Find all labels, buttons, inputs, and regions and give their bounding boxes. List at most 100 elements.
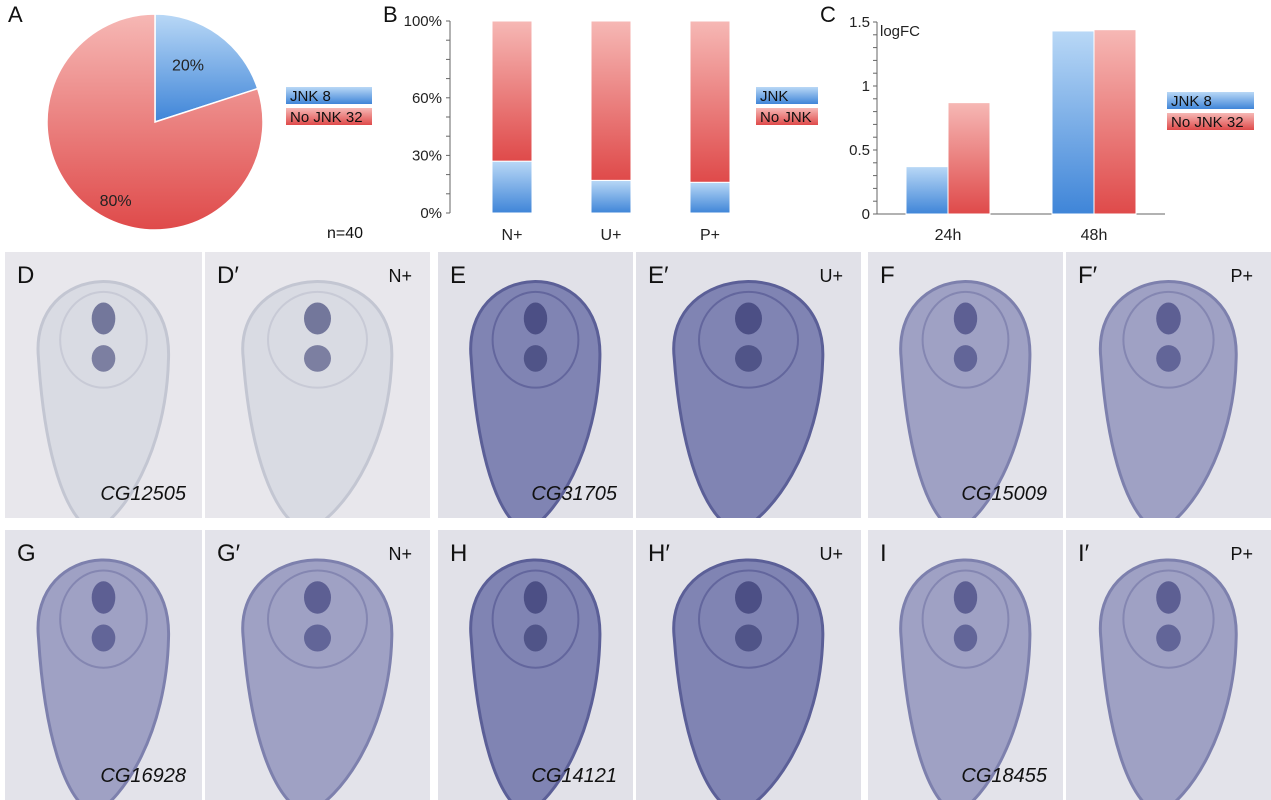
image-panel-letter: H <box>450 540 468 567</box>
grouped-bar-chart-c: logFC 0 0.5 1 1.5 24h 48h JNK 8 No JNK 3… <box>849 14 1254 244</box>
expression-spot <box>91 345 116 372</box>
legend-label-jnk-b: JNK <box>760 88 788 105</box>
expression-spot <box>953 302 978 335</box>
pie-slice-no-jnk <box>46 13 264 231</box>
y-tick-label-b: 100% <box>404 13 442 30</box>
expression-spot <box>304 581 331 614</box>
gene-name-label: CG18455 <box>961 765 1047 787</box>
wing-disc <box>469 558 602 800</box>
x-tick-label-b: N+ <box>502 227 523 244</box>
wing-pouch <box>267 569 368 669</box>
condition-label: P+ <box>1230 544 1253 564</box>
micrograph-panel: F′ P+ <box>1066 252 1271 518</box>
y-tick-label-b: 60% <box>412 90 442 107</box>
image-panel-letter: I <box>880 540 887 567</box>
expression-spot <box>1156 581 1181 614</box>
legend-swatch-jnk <box>286 87 372 104</box>
wing-disc <box>469 280 602 518</box>
expression-spot <box>735 345 762 372</box>
wing-pouch <box>491 290 580 389</box>
image-panel-letter: I′ <box>1078 540 1090 567</box>
expression-spot <box>91 581 116 614</box>
expression-spot <box>953 624 978 652</box>
panel-label-c: C <box>820 2 836 27</box>
x-tick-label-b: P+ <box>700 227 720 244</box>
wing-disc <box>241 280 394 518</box>
expression-spot <box>304 302 331 335</box>
legend-swatch-no-jnk-b <box>756 108 818 125</box>
panel-label-b: B <box>383 2 398 27</box>
wing-disc-image <box>868 530 1063 800</box>
expression-spot <box>91 624 116 652</box>
expression-spot <box>735 581 762 614</box>
bar-no-jnk-48h <box>1093 29 1137 215</box>
micrograph-panel: I′ P+ <box>1066 530 1271 800</box>
pie-chart-a: 20% 80% JNK 8 No JNK 32 n=40 <box>46 13 372 242</box>
pie-slice-jnk <box>154 13 259 124</box>
wing-disc-image <box>636 252 861 518</box>
expression-spot <box>304 624 331 652</box>
bar-segment-no-jnk <box>491 20 533 162</box>
image-panel-letter: F <box>880 262 895 289</box>
x-tick-label-b: U+ <box>601 227 622 244</box>
sample-size-note: n=40 <box>327 225 363 242</box>
legend-swatch-jnk-c <box>1167 92 1254 109</box>
image-panel-letter: G <box>17 540 36 567</box>
x-tick-label-c: 24h <box>935 227 962 244</box>
wing-disc-image <box>205 530 430 800</box>
wing-disc <box>241 558 394 800</box>
wing-disc-image <box>1066 530 1271 800</box>
condition-label: U+ <box>819 544 843 564</box>
gene-name-label: CG31705 <box>531 483 617 505</box>
wing-pouch <box>59 569 148 669</box>
wing-disc <box>36 558 171 800</box>
gene-name-label: CG14121 <box>531 765 617 787</box>
expression-spot <box>91 302 116 335</box>
gene-name-label: CG12505 <box>100 483 186 505</box>
wing-disc <box>1099 558 1238 800</box>
wing-disc <box>36 280 171 518</box>
stacked-bar-chart-b: 0% 30% 60% 100% N+ U+ P+ JNK No JNK <box>404 13 818 244</box>
micrograph-panel: G′ N+ <box>205 530 430 800</box>
wing-disc-image <box>438 252 633 518</box>
wing-disc-image <box>5 530 202 800</box>
expression-spot <box>304 345 331 372</box>
micrograph-panel: E′ U+ <box>636 252 861 518</box>
image-panel-letter: D′ <box>217 262 239 289</box>
micrograph-panel: G CG16928 <box>5 530 202 800</box>
y-axis-label-c: logFC <box>880 23 920 40</box>
wing-disc <box>1099 280 1238 518</box>
micrograph-panel: E CG31705 <box>438 252 633 518</box>
expression-spot <box>1156 302 1181 335</box>
expression-spot <box>735 302 762 335</box>
legend-swatch-jnk-b <box>756 87 818 104</box>
legend-label-no-jnk-b: No JNK <box>760 109 812 126</box>
expression-spot <box>523 345 548 372</box>
micrograph-panel: I CG18455 <box>868 530 1063 800</box>
wing-pouch <box>698 290 799 389</box>
image-panel-letter: E <box>450 262 467 289</box>
wing-pouch <box>491 569 580 669</box>
expression-spot <box>1156 624 1181 652</box>
y-tick-label-b: 0% <box>420 205 442 222</box>
y-tick-label-b: 30% <box>412 147 442 164</box>
wing-disc <box>672 558 825 800</box>
legend-label-no-jnk-c: No JNK 32 <box>1171 114 1244 131</box>
legend-label-jnk: JNK 8 <box>290 88 331 105</box>
condition-label: P+ <box>1230 266 1253 286</box>
micrograph-panel: H CG14121 <box>438 530 633 800</box>
legend-swatch-no-jnk <box>286 108 372 125</box>
bar-segment-jnk <box>689 181 731 214</box>
bar-jnk-48h <box>1051 30 1095 215</box>
y-tick-label-c: 0 <box>862 206 870 223</box>
bar-segment-jnk <box>590 179 632 214</box>
expression-spot <box>953 345 978 372</box>
wing-disc <box>672 280 825 518</box>
condition-label: N+ <box>388 544 412 564</box>
wing-disc <box>899 558 1032 800</box>
bar-segment-jnk <box>491 160 533 214</box>
panel-label-a: A <box>8 2 23 27</box>
wing-pouch <box>698 569 799 669</box>
wing-disc-image <box>868 252 1063 518</box>
wing-disc-image <box>205 252 430 518</box>
